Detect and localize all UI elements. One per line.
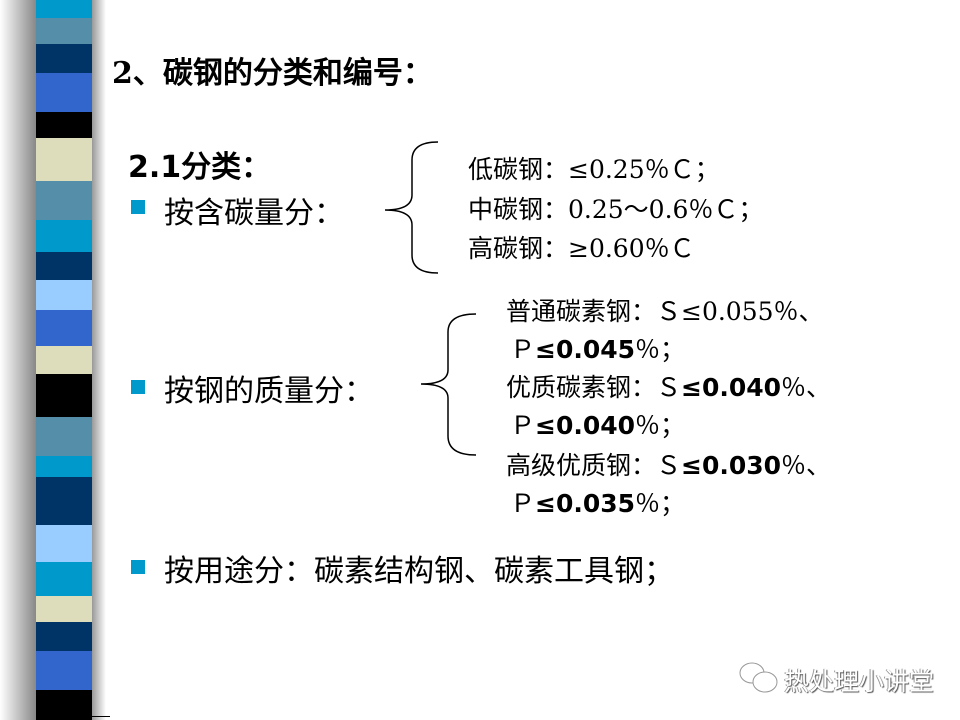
quality-item: Ｐ≤0.035％； (510, 484, 685, 520)
quality-item: Ｐ≤0.040％； (510, 406, 685, 442)
stripe (36, 690, 92, 720)
stripe (36, 310, 92, 346)
stripe (36, 346, 92, 374)
quality-item-part: Ｐ (510, 335, 536, 364)
quality-item-part: ≤0.030 (681, 451, 782, 480)
stripe (36, 525, 92, 562)
usage-label: 按用途分：碳素结构钢、碳素工具钢； (164, 554, 674, 589)
medium-carbon-item: 中碳钢：0.25～0.6％Ｃ； (468, 195, 764, 224)
stripe (36, 138, 92, 181)
quality-item: 普通碳素钢：Ｓ≤0.055％、 (506, 292, 824, 328)
stripe (36, 456, 92, 477)
section-heading: 2.1分类： (128, 150, 272, 185)
stripe (36, 73, 92, 112)
quality-item-part: ≤0.040 (535, 411, 636, 440)
divider (84, 716, 110, 717)
stripe (36, 252, 92, 280)
high-carbon-item: 高碳钢：≥0.60％Ｃ (468, 234, 695, 263)
stripe (36, 477, 92, 525)
brace-icon (384, 141, 439, 274)
stripe (36, 112, 92, 138)
bullet-icon (131, 200, 145, 214)
bullet-icon (131, 380, 145, 394)
quality-item: 高级优质钢：Ｓ≤0.030％、 (506, 446, 831, 482)
stripe (36, 44, 92, 73)
stripe (36, 562, 92, 596)
quality-item-part: 优质碳素钢：Ｓ (506, 373, 682, 402)
stripe (36, 417, 92, 456)
quality-item-part: ≤0.045 (535, 335, 636, 364)
decorative-stripe-bar (36, 0, 92, 720)
quality-item-part: 高级优质钢：Ｓ (506, 451, 682, 480)
quality-item-part: ％； (635, 411, 686, 440)
quality-item: 优质碳素钢：Ｓ≤0.040％、 (506, 368, 831, 404)
low-carbon-item: 低碳钢：≤0.25％Ｃ； (468, 155, 720, 184)
quality-label: 按钢的质量分： (164, 374, 374, 409)
slide-title: 2、碳钢的分类和编号： (112, 56, 433, 91)
stripe (36, 596, 92, 622)
quality-item-part: Ｐ (510, 411, 536, 440)
watermark: 热处理小讲堂 (784, 667, 935, 696)
stripe (36, 181, 92, 220)
strip-shadow-right (92, 0, 106, 720)
quality-item-part: ％、 (781, 451, 832, 480)
quality-item: Ｐ≤0.045％； (510, 330, 685, 366)
quality-item-part: ％、 (781, 373, 832, 402)
quality-item-part: ％； (635, 489, 686, 518)
quality-item-part: Ｐ (510, 489, 536, 518)
stripe (36, 0, 92, 18)
quality-item-part: 普通碳素钢：Ｓ≤0.055％、 (506, 297, 824, 326)
stripe (36, 651, 92, 690)
brace-icon (420, 313, 477, 456)
quality-item-part: ％； (635, 335, 686, 364)
bullet-icon (131, 560, 145, 574)
carbon-content-label: 按含碳量分： (164, 196, 344, 231)
strip-shadow (0, 0, 40, 720)
wechat-icon (739, 662, 778, 693)
stripe (36, 18, 92, 44)
quality-item-part: ≤0.035 (535, 489, 636, 518)
stripe (36, 374, 92, 417)
stripe (36, 280, 92, 310)
stripe (36, 622, 92, 651)
quality-item-part: ≤0.040 (681, 373, 782, 402)
stripe (36, 220, 92, 252)
